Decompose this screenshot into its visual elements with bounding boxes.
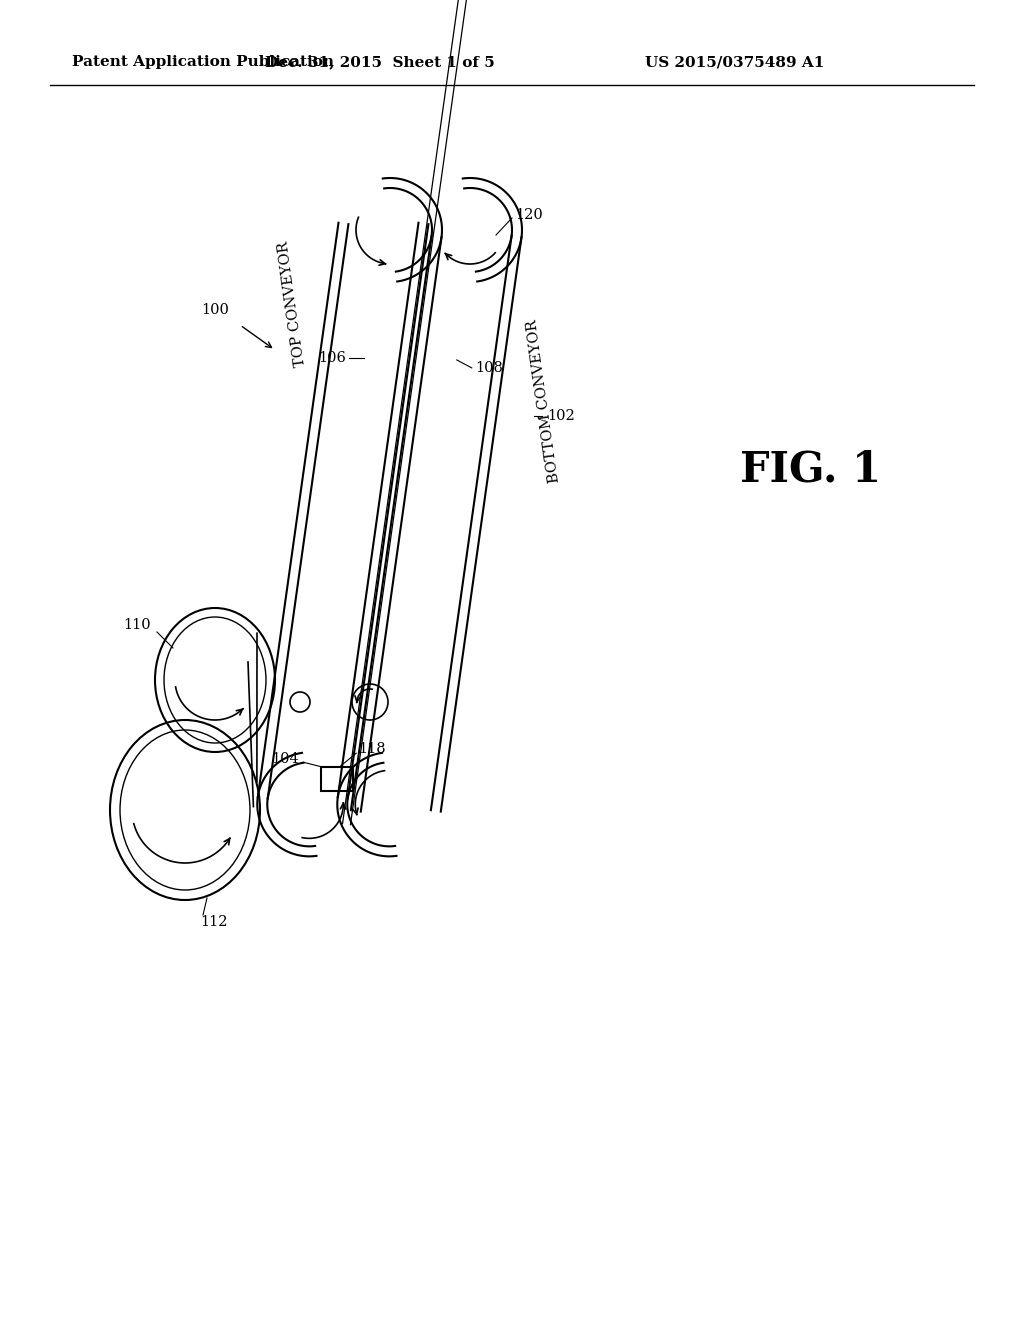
Text: TOP CONVEYOR: TOP CONVEYOR [276,240,307,368]
Text: 110: 110 [123,618,151,632]
Text: Dec. 31, 2015  Sheet 1 of 5: Dec. 31, 2015 Sheet 1 of 5 [265,55,495,69]
Text: Patent Application Publication: Patent Application Publication [72,55,334,69]
Text: FIG. 1: FIG. 1 [739,449,881,491]
Text: US 2015/0375489 A1: US 2015/0375489 A1 [645,55,824,69]
Text: 102: 102 [547,409,574,422]
Text: 112: 112 [200,915,227,929]
Text: 106: 106 [318,351,346,366]
Text: 108: 108 [475,360,503,375]
Text: 104: 104 [271,752,299,766]
Bar [322,767,353,791]
Text: 118: 118 [358,742,386,756]
Text: 100: 100 [201,304,229,317]
Text: BOTTOM CONVEYOR: BOTTOM CONVEYOR [525,319,562,484]
Text: 120: 120 [515,209,543,222]
